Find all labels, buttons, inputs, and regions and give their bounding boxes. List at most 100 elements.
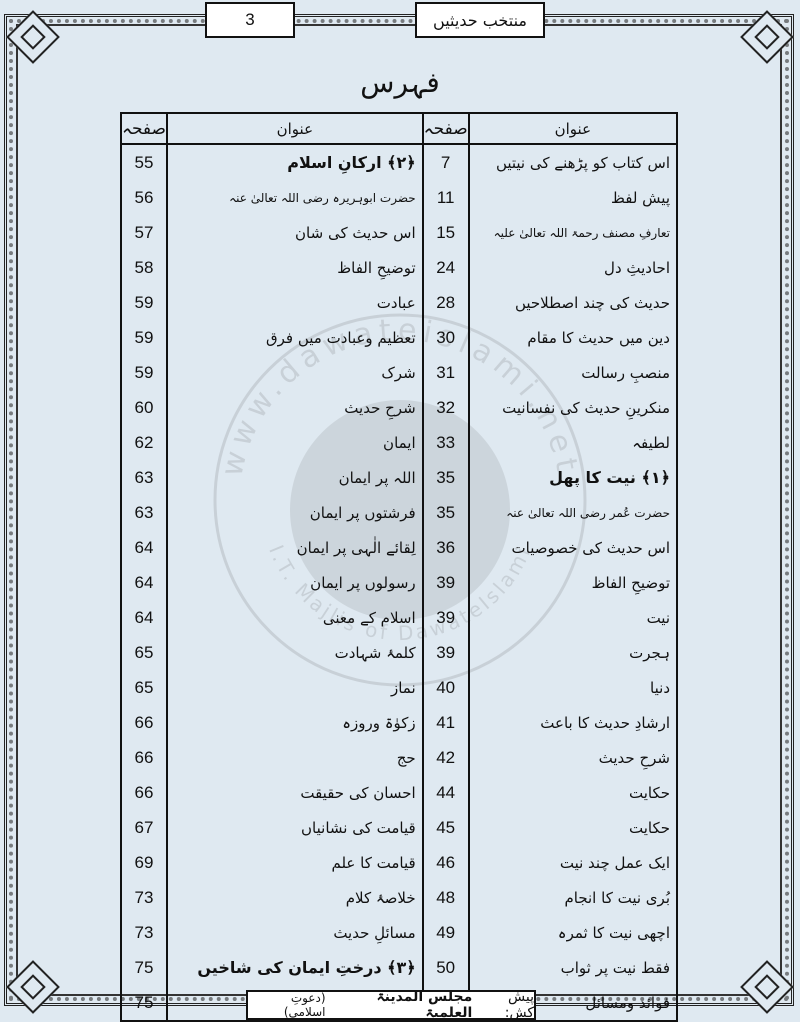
entry-title[interactable]: تعارفِ مصنف رحمۃ اللہ تعالیٰ علیہ: [467, 215, 679, 250]
page-number-cell[interactable]: 67: [120, 810, 168, 845]
page-number-cell[interactable]: 65: [120, 670, 168, 705]
entry-title[interactable]: لِقائے الٰہی پر ایمان: [165, 530, 424, 565]
entry-title[interactable]: عبادت: [165, 285, 424, 320]
entry-title[interactable]: تعظیم وعبادت میں فرق: [165, 320, 424, 355]
entry-title[interactable]: خلاصۂ کلام: [165, 880, 424, 915]
entry-title[interactable]: احسان کی حقیقت: [165, 775, 424, 810]
entry-title[interactable]: شرحِ حدیث: [467, 740, 679, 775]
page-number-cell[interactable]: 50: [421, 950, 470, 985]
entry-title[interactable]: پیش لفظ: [467, 180, 679, 215]
page-number-cell[interactable]: 28: [421, 285, 470, 320]
page-number-cell[interactable]: 63: [120, 460, 168, 495]
entry-title[interactable]: ایک عمل چند نیت: [467, 845, 679, 880]
page-number-cell[interactable]: 49: [421, 915, 470, 950]
page-number-cell[interactable]: 33: [421, 425, 470, 460]
table-row: 73 مسائلِ حدیث 49 اچھی نیت کا ثمرہ: [120, 915, 679, 950]
page-number-cell[interactable]: 40: [421, 670, 470, 705]
page-number-cell[interactable]: 64: [120, 530, 168, 565]
page-number-cell[interactable]: 55: [120, 144, 168, 180]
entry-title[interactable]: اچھی نیت کا ثمرہ: [467, 915, 679, 950]
page-number-cell[interactable]: 45: [421, 810, 470, 845]
page-number-cell[interactable]: 15: [421, 215, 470, 250]
entry-title[interactable]: فرشتوں پر ایمان: [165, 495, 424, 530]
entry-title[interactable]: حج: [165, 740, 424, 775]
entry-title[interactable]: رسولوں پر ایمان: [165, 565, 424, 600]
entry-title[interactable]: اس حدیث کی خصوصیات: [467, 530, 679, 565]
page-number-cell[interactable]: 31: [421, 355, 470, 390]
entry-title[interactable]: مسائلِ حدیث: [165, 915, 424, 950]
table-row: 64 لِقائے الٰہی پر ایمان 36 اس حدیث کی خصوص…: [120, 530, 679, 565]
entry-title[interactable]: اس کتاب کو پڑھنے کی نیتیں: [467, 144, 679, 180]
entry-title[interactable]: قیامت کی نشانیاں: [165, 810, 424, 845]
entry-title[interactable]: ارشادِ حدیث کا باعث: [467, 705, 679, 740]
entry-title[interactable]: زکوٰۃ وروزہ: [165, 705, 424, 740]
entry-title[interactable]: اس حدیث کی شان: [165, 215, 424, 250]
page-number-cell[interactable]: 65: [120, 635, 168, 670]
entry-title[interactable]: ﴿۳﴾ درختِ ایمان کی شاخیں: [165, 950, 424, 985]
page-number-cell[interactable]: 60: [120, 390, 168, 425]
page-number-cell[interactable]: 69: [120, 845, 168, 880]
entry-title[interactable]: حکایت: [467, 810, 679, 845]
page-number-cell[interactable]: 41: [421, 705, 470, 740]
page-number-cell[interactable]: 56: [120, 180, 168, 215]
page-number-cell[interactable]: 39: [421, 635, 470, 670]
page-number-cell[interactable]: 59: [120, 355, 168, 390]
page-number-cell[interactable]: 7: [421, 144, 470, 180]
page-number-cell[interactable]: 64: [120, 565, 168, 600]
page-number-cell[interactable]: 75: [120, 950, 168, 985]
page-number-cell[interactable]: 59: [120, 285, 168, 320]
page-number-cell[interactable]: 75: [120, 985, 168, 1021]
entry-title[interactable]: ﴿۱﴾ نیت کا پھل: [467, 460, 679, 495]
entry-title[interactable]: اللہ پر ایمان: [165, 460, 424, 495]
page-number-cell[interactable]: 39: [421, 565, 470, 600]
page-number-cell[interactable]: 35: [421, 495, 470, 530]
entry-title[interactable]: حکایت: [467, 775, 679, 810]
entry-title[interactable]: منکرینِ حدیث کی نفسانیت: [467, 390, 679, 425]
entry-title[interactable]: لطیفہ: [467, 425, 679, 460]
page-number-cell[interactable]: 32: [421, 390, 470, 425]
entry-title[interactable]: دنیا: [467, 670, 679, 705]
entry-title[interactable]: شرحِ حدیث: [165, 390, 424, 425]
entry-title[interactable]: نیت: [467, 600, 679, 635]
entry-title[interactable]: حضرت ابوہریرہ رضی اللہ تعالیٰ عنہ: [165, 180, 424, 215]
page-number-cell[interactable]: 66: [120, 740, 168, 775]
page-number-cell[interactable]: 57: [120, 215, 168, 250]
entry-title[interactable]: قیامت کا علم: [165, 845, 424, 880]
entry-title[interactable]: بُری نیت کا انجام: [467, 880, 679, 915]
entry-title[interactable]: کلمۂ شہادت: [165, 635, 424, 670]
page-number-cell[interactable]: 44: [421, 775, 470, 810]
page-number-cell[interactable]: 39: [421, 600, 470, 635]
page-number-cell[interactable]: 30: [421, 320, 470, 355]
entry-title[interactable]: حدیث کی چند اصطلاحیں: [467, 285, 679, 320]
page-number-cell[interactable]: 11: [421, 180, 470, 215]
entry-title[interactable]: شرک: [165, 355, 424, 390]
page-number-cell[interactable]: 64: [120, 600, 168, 635]
entry-title[interactable]: دین میں حدیث کا مقام: [467, 320, 679, 355]
entry-title[interactable]: حضرت عُمر رضی اللہ تعالیٰ عنہ: [467, 495, 679, 530]
page-number-cell[interactable]: 36: [421, 530, 470, 565]
page-number-cell[interactable]: 42: [421, 740, 470, 775]
entry-title[interactable]: احادیثِ دل: [467, 250, 679, 285]
page-number-cell[interactable]: 48: [421, 880, 470, 915]
page-number-cell[interactable]: 73: [120, 915, 168, 950]
page-number-cell[interactable]: 66: [120, 775, 168, 810]
entry-title[interactable]: توضیحِ الفاظ: [467, 565, 679, 600]
entry-title[interactable]: منصبِ رسالت: [467, 355, 679, 390]
page-number-cell[interactable]: 63: [120, 495, 168, 530]
entry-title[interactable]: ﴿۲﴾ ارکانِ اسلام: [165, 144, 424, 180]
entry-title[interactable]: ایمان: [165, 425, 424, 460]
entry-title[interactable]: فقط نیت پر ثواب: [467, 950, 679, 985]
page-number-cell[interactable]: 73: [120, 880, 168, 915]
entry-title[interactable]: ہجرت: [467, 635, 679, 670]
entry-title[interactable]: توضیحِ الفاظ: [165, 250, 424, 285]
page-number-cell[interactable]: 66: [120, 705, 168, 740]
entry-title[interactable]: نماز: [165, 670, 424, 705]
page-number-cell[interactable]: 62: [120, 425, 168, 460]
page-number-cell[interactable]: 58: [120, 250, 168, 285]
page-number-cell[interactable]: 24: [421, 250, 470, 285]
page-number-cell[interactable]: 59: [120, 320, 168, 355]
entry-title[interactable]: اسلام کے معنی: [165, 600, 424, 635]
page-number-cell[interactable]: 46: [421, 845, 470, 880]
column-header-page: صفحہ: [421, 112, 470, 145]
page-number-cell[interactable]: 35: [421, 460, 470, 495]
